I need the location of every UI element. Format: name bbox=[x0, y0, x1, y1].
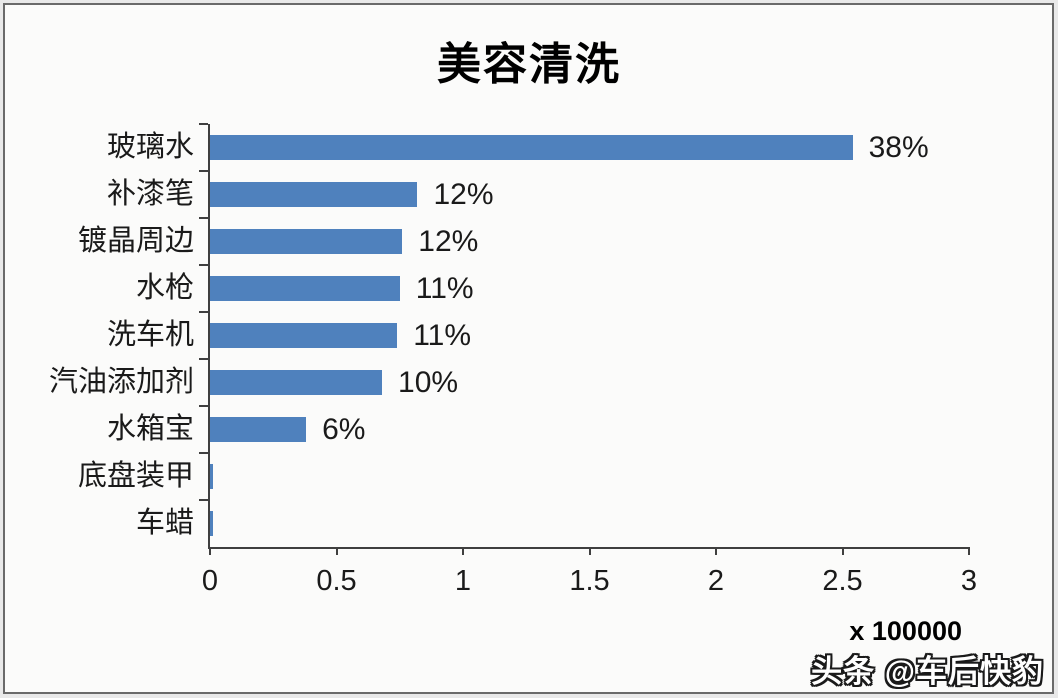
value-label: 12% bbox=[418, 224, 479, 258]
y-axis-tick bbox=[199, 405, 208, 407]
bar bbox=[210, 417, 307, 442]
x-axis-tick bbox=[968, 547, 970, 555]
plot-area: 38% 12% 12% 11% 11% 10% 6% 0 0.5 1 1.5 2 2.5 3 bbox=[199, 123, 977, 597]
y-axis-tick bbox=[199, 452, 208, 454]
x-axis-tick bbox=[209, 547, 211, 555]
bar bbox=[210, 323, 398, 348]
category-label: 补漆笔 bbox=[106, 178, 194, 210]
y-axis-tick bbox=[199, 123, 208, 125]
value-label: 38% bbox=[868, 130, 929, 164]
x-axis-tick-label: 0 bbox=[201, 565, 219, 597]
bar bbox=[210, 464, 213, 489]
bar bbox=[210, 511, 213, 536]
category-label: 玻璃水 bbox=[106, 131, 194, 163]
category-label: 水箱宝 bbox=[106, 413, 194, 445]
x-axis-tick-label: 0.5 bbox=[316, 565, 357, 597]
chart-frame bbox=[3, 3, 1054, 694]
y-axis-tick bbox=[199, 358, 208, 360]
chart-title: 美容清洗 bbox=[437, 40, 621, 89]
watermark: 头条 @车后快豹 bbox=[811, 654, 1044, 689]
bar bbox=[210, 182, 418, 207]
bar bbox=[210, 135, 853, 160]
bar bbox=[210, 229, 403, 254]
y-axis-tick bbox=[199, 499, 208, 501]
x-axis-tick-label: 3 bbox=[960, 565, 978, 597]
value-label: 11% bbox=[413, 318, 472, 352]
bar bbox=[210, 370, 383, 395]
bar bbox=[210, 276, 400, 301]
y-axis-tick bbox=[199, 170, 208, 172]
value-label: 10% bbox=[398, 365, 459, 399]
x-axis-tick bbox=[715, 547, 717, 555]
x-axis-tick bbox=[335, 547, 338, 555]
category-label: 镀晶周边 bbox=[77, 225, 194, 257]
x-axis-tick-label: 2 bbox=[707, 565, 725, 597]
y-axis-tick bbox=[199, 217, 208, 219]
x-axis-tick bbox=[462, 547, 464, 555]
value-label: 6% bbox=[322, 412, 366, 446]
axis-scale-note: x 100000 bbox=[849, 616, 962, 646]
category-label: 汽油添加剂 bbox=[48, 366, 194, 398]
value-label: 11% bbox=[415, 271, 474, 305]
y-axis-tick bbox=[199, 264, 208, 266]
category-label: 水枪 bbox=[135, 272, 194, 304]
category-label: 底盘装甲 bbox=[77, 460, 194, 492]
y-axis-tick bbox=[199, 311, 208, 313]
x-axis-tick-label: 1.5 bbox=[569, 565, 610, 597]
category-label: 车蜡 bbox=[135, 507, 194, 539]
x-axis-tick bbox=[841, 547, 844, 555]
category-label: 洗车机 bbox=[106, 319, 194, 351]
x-axis-tick-label: 2.5 bbox=[822, 565, 863, 597]
x-axis-tick-label: 1 bbox=[454, 565, 472, 597]
value-label: 12% bbox=[433, 177, 494, 211]
x-axis-tick bbox=[588, 547, 591, 555]
